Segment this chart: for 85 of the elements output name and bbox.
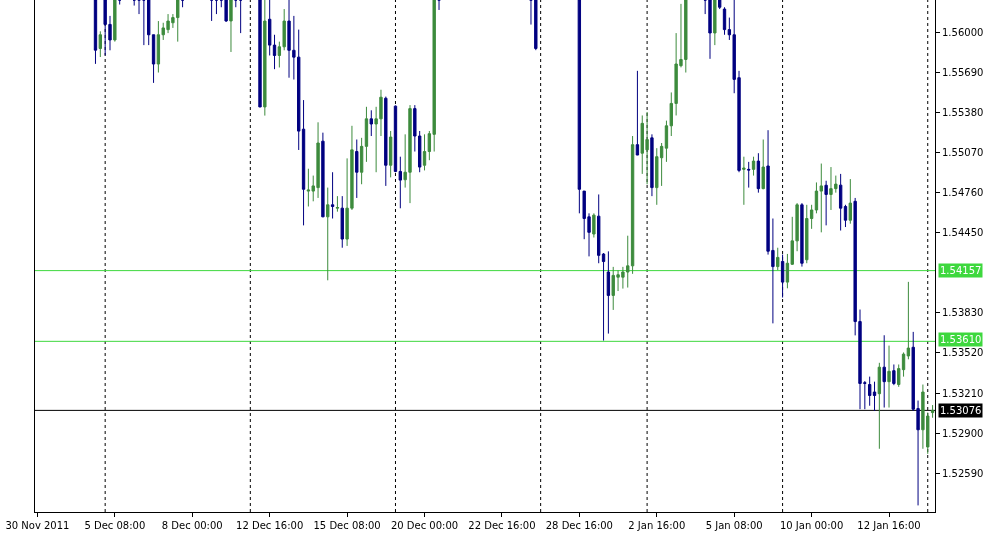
x-tick-label: 12 Jan 16:00 — [857, 520, 921, 531]
x-tick-label: 22 Dec 16:00 — [468, 520, 536, 531]
y-tick-label: 1.56000 — [942, 26, 984, 38]
candlestick — [98, 30, 103, 58]
candlestick — [848, 178, 853, 225]
y-tick-label: 1.53520 — [942, 347, 984, 359]
candlestick — [747, 161, 751, 189]
y-tick-label: 1.52590 — [942, 467, 984, 479]
candlestick — [156, 20, 161, 74]
candlestick — [655, 147, 659, 206]
x-tick-label: 8 Dec 00:00 — [161, 520, 223, 531]
ref-line-label: 1.53076 — [940, 405, 982, 416]
candlestick — [843, 204, 848, 228]
ref-line-label: 1.53610 — [940, 334, 982, 345]
candlestick — [238, 0, 243, 34]
x-tick-label: 5 Jan 08:00 — [705, 520, 763, 531]
candlestick — [717, 0, 722, 10]
candlestick — [326, 187, 330, 281]
candlestick — [761, 139, 765, 190]
x-tick-label: 10 Jan 00:00 — [779, 520, 844, 531]
candlestick — [805, 204, 809, 264]
candlestick — [142, 0, 146, 46]
y-tick-label: 1.55690 — [942, 66, 984, 78]
candlestick — [359, 137, 364, 185]
candlestick — [906, 281, 911, 360]
candlestick — [872, 381, 877, 412]
candlestick — [93, 0, 98, 65]
candlestick — [722, 6, 727, 36]
candlestick — [369, 109, 373, 137]
candlestick — [703, 0, 707, 15]
candlestick — [780, 254, 785, 298]
candlestick — [364, 106, 369, 163]
candlestick — [756, 152, 761, 194]
candlestick — [751, 156, 756, 177]
candlestick — [838, 173, 843, 232]
candlestick — [742, 156, 746, 206]
candlestick — [930, 404, 935, 419]
candlestick — [592, 212, 596, 239]
candlestick — [321, 132, 325, 218]
candlestick — [330, 171, 335, 220]
y-tick-label: 1.54450 — [942, 227, 984, 239]
candlestick — [229, 0, 233, 53]
y-tick-label: 1.52900 — [942, 427, 984, 439]
candlestick — [824, 180, 828, 226]
x-tick-label: 5 Dec 08:00 — [84, 520, 146, 531]
candlestick — [209, 0, 214, 22]
y-tick-label: 1.53830 — [942, 307, 984, 319]
x-tick-label: 30 Nov 2011 — [5, 520, 70, 531]
candlestick — [887, 345, 891, 409]
y-tick-label: 1.53210 — [942, 387, 984, 399]
candlestick — [388, 130, 393, 178]
candlestick — [713, 0, 717, 46]
x-tick-label: 2 Jan 16:00 — [628, 520, 686, 531]
candlestick — [650, 133, 654, 197]
candlestick — [606, 250, 611, 335]
candlestick — [577, 0, 582, 214]
y-tick-label: 1.54760 — [942, 187, 984, 199]
candlestick — [819, 163, 823, 233]
candlestick — [335, 195, 340, 213]
candlestick — [882, 334, 886, 409]
candlestick — [258, 0, 262, 108]
candlestick — [355, 139, 359, 199]
x-tick-label: 15 Dec 08:00 — [313, 520, 381, 531]
candlestick — [306, 168, 311, 207]
candlestick — [708, 0, 712, 60]
candlestick — [422, 133, 427, 171]
candlestick — [340, 195, 344, 249]
ref-line-label: 1.54157 — [940, 265, 982, 276]
candlestick — [877, 362, 882, 450]
candlestick — [800, 202, 804, 268]
candlestick — [776, 247, 780, 271]
candlestick — [113, 0, 117, 43]
candlestick — [224, 0, 228, 23]
candlestick — [263, 0, 267, 117]
candlestick — [384, 96, 388, 187]
y-tick-label: 1.55380 — [942, 106, 984, 118]
candlestick — [867, 376, 872, 407]
y-tick-label: 1.55070 — [942, 147, 984, 159]
x-tick-label: 20 Dec 00:00 — [390, 520, 459, 531]
candlestick — [635, 70, 640, 156]
candlestick — [214, 0, 219, 15]
x-tick-label: 12 Dec 16:00 — [236, 520, 304, 531]
x-tick-label: 28 Dec 16:00 — [545, 520, 613, 531]
candlestick — [534, 0, 538, 51]
candlestick — [892, 363, 896, 386]
